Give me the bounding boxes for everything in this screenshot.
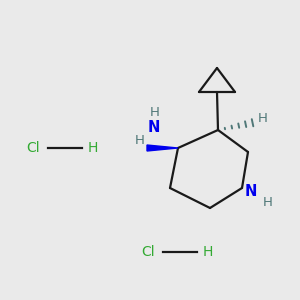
Text: H: H: [88, 141, 98, 155]
Text: H: H: [203, 245, 213, 259]
Text: N: N: [245, 184, 257, 199]
Text: H: H: [263, 196, 273, 209]
Text: H: H: [150, 106, 160, 118]
Text: N: N: [148, 119, 160, 134]
Polygon shape: [147, 145, 178, 151]
Text: H: H: [258, 112, 268, 124]
Text: Cl: Cl: [26, 141, 40, 155]
Text: H: H: [135, 134, 145, 146]
Text: Cl: Cl: [141, 245, 155, 259]
